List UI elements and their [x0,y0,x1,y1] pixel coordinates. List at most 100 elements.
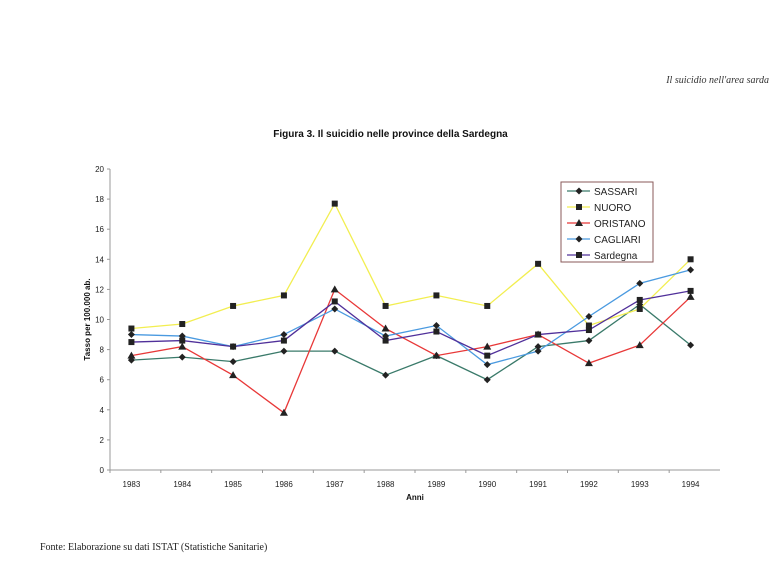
data-point [230,302,237,309]
data-point [534,343,542,351]
legend-marker [575,235,583,243]
x-tick-label: 1994 [682,480,700,489]
data-point [686,292,695,300]
series-sardegna [128,287,694,359]
data-point [483,342,492,350]
x-tick-label: 1991 [529,480,547,489]
running-title: Il suicidio nell'area sarda [666,75,769,86]
data-point [433,328,440,335]
data-point [229,358,237,366]
data-point [279,408,288,416]
x-tick-label: 1988 [377,480,395,489]
data-point [382,371,390,379]
data-point [280,337,287,344]
data-point [280,347,288,355]
y-axis-label: Tasso per 100.000 ab. [83,278,92,360]
data-point [432,322,440,330]
data-point [687,256,694,263]
legend-marker [576,204,582,210]
legend-marker [575,219,583,226]
x-tick-label: 1983 [123,480,141,489]
y-tick-label: 12 [95,285,104,294]
data-point [128,339,135,346]
data-point [483,361,491,369]
x-tick-label: 1990 [478,480,496,489]
y-tick-label: 0 [100,466,105,475]
legend-marker [575,187,583,195]
y-tick-label: 14 [95,255,104,264]
x-tick-label: 1986 [275,480,293,489]
series-cagliari [127,266,695,369]
x-tick-label: 1989 [428,480,446,489]
data-point [535,260,542,267]
y-tick-label: 6 [100,376,105,385]
x-tick-label: 1993 [631,480,649,489]
x-tick-label: 1987 [326,480,344,489]
series-oristano [127,285,695,416]
legend: SASSARI NUORO ORISTANO CAGLIARI Sardegna [560,181,654,263]
data-point [230,343,237,350]
series-line [131,269,691,366]
data-point [585,327,592,334]
data-point [229,371,238,379]
y-tick-label: 4 [100,406,105,415]
data-point [636,279,644,287]
data-point [179,321,186,328]
data-point [585,322,592,329]
data-point [535,331,542,338]
data-point [636,305,643,312]
data-point [382,337,389,344]
data-point [127,351,136,359]
data-point [584,359,593,367]
legend-marker [576,252,582,258]
y-tick-label: 20 [95,165,104,174]
data-point [382,302,389,309]
data-point [636,296,643,303]
data-point [178,353,186,361]
legend-label: SASSARI [594,187,637,198]
data-point [331,200,338,207]
series-nuoro [128,200,694,332]
data-point [687,266,695,274]
legend-label: NUORO [594,203,631,214]
data-point [331,298,338,305]
x-tick-label: 1992 [580,480,598,489]
data-point [330,285,339,293]
data-point [585,312,593,320]
legend-label: CAGLIARI [594,235,641,246]
legend-label: ORISTANO [594,219,646,230]
y-tick-label: 16 [95,225,104,234]
x-tick-label: 1984 [173,480,191,489]
data-point [331,305,339,313]
source-note: Fonte: Elaborazione su dati ISTAT (Stati… [40,542,268,553]
x-axis-label: Anni [406,493,424,502]
data-point [127,331,135,339]
legend-label: Sardegna [594,251,638,262]
series-line [131,303,691,381]
chart-title: Figura 3. Il suicidio nelle province del… [273,129,508,140]
x-tick-label: 1985 [224,480,242,489]
data-point [331,347,339,355]
data-point [381,324,390,332]
y-tick-label: 10 [95,316,104,325]
data-point [280,331,288,339]
data-point [178,342,187,350]
data-point [534,347,542,355]
data-point [484,302,491,309]
y-tick-label: 18 [95,195,104,204]
legend-box [560,181,654,263]
data-point [635,341,644,349]
data-point [687,341,695,349]
series-line [131,290,691,357]
data-point [585,337,593,345]
series-line [131,202,692,330]
y-tick-label: 2 [100,436,105,445]
data-point [128,325,135,332]
data-point [280,292,287,299]
data-point [687,287,694,294]
data-point [432,351,441,359]
y-tick-label: 8 [100,346,105,355]
series-line [131,288,692,414]
